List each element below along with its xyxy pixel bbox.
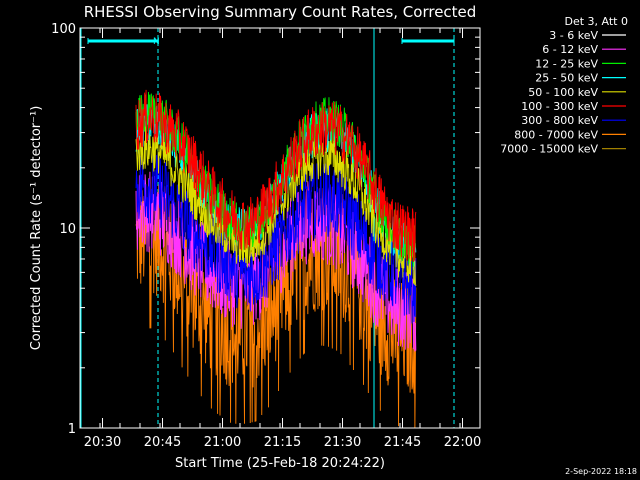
night-marker: N xyxy=(153,37,160,47)
legend-label: 300 - 800 keV xyxy=(521,114,598,127)
y-tick-label: 1 xyxy=(68,422,76,437)
y-ticks: 1 10 100 xyxy=(51,22,480,437)
legend-label: 7000 - 15000 keV xyxy=(500,143,598,156)
legend-label: 800 - 7000 keV xyxy=(514,128,598,141)
legend-label: 100 - 300 keV xyxy=(521,100,598,113)
legend-label: 6 - 12 keV xyxy=(542,43,598,56)
series-line xyxy=(135,89,417,262)
y-tick-label: 100 xyxy=(51,22,76,37)
legend-label: 25 - 50 keV xyxy=(535,72,598,85)
x-tick-label: 22:00 xyxy=(444,435,481,450)
y-tick-label: 10 xyxy=(59,222,76,237)
x-tick-label: 21:15 xyxy=(264,435,301,450)
x-axis-label: Start Time (25-Feb-18 20:24:22) xyxy=(175,456,385,471)
x-ticks: 20:30 20:45 21:00 21:15 21:30 21:45 22:00 xyxy=(79,28,481,450)
y-axis-label: Corrected Count Rate (s⁻¹ detector⁻¹) xyxy=(29,106,44,351)
legend-label: 12 - 25 keV xyxy=(535,57,598,70)
footer-date: 2-Sep-2022 18:18 xyxy=(565,467,637,476)
bar-layer xyxy=(87,38,455,44)
chart-title: RHESSI Observing Summary Count Rates, Co… xyxy=(84,3,477,21)
legend-label: 50 - 100 keV xyxy=(528,86,598,99)
x-tick-label: 21:00 xyxy=(204,435,241,450)
legend-label: 3 - 6 keV xyxy=(549,29,598,42)
legend-title: Det 3, Att 0 xyxy=(565,15,629,28)
x-tick-label: 20:30 xyxy=(84,435,121,450)
x-tick-label: 21:30 xyxy=(324,435,361,450)
x-tick-label: 21:45 xyxy=(384,435,421,450)
x-tick-label: 20:45 xyxy=(144,435,181,450)
series-layer xyxy=(135,89,417,428)
